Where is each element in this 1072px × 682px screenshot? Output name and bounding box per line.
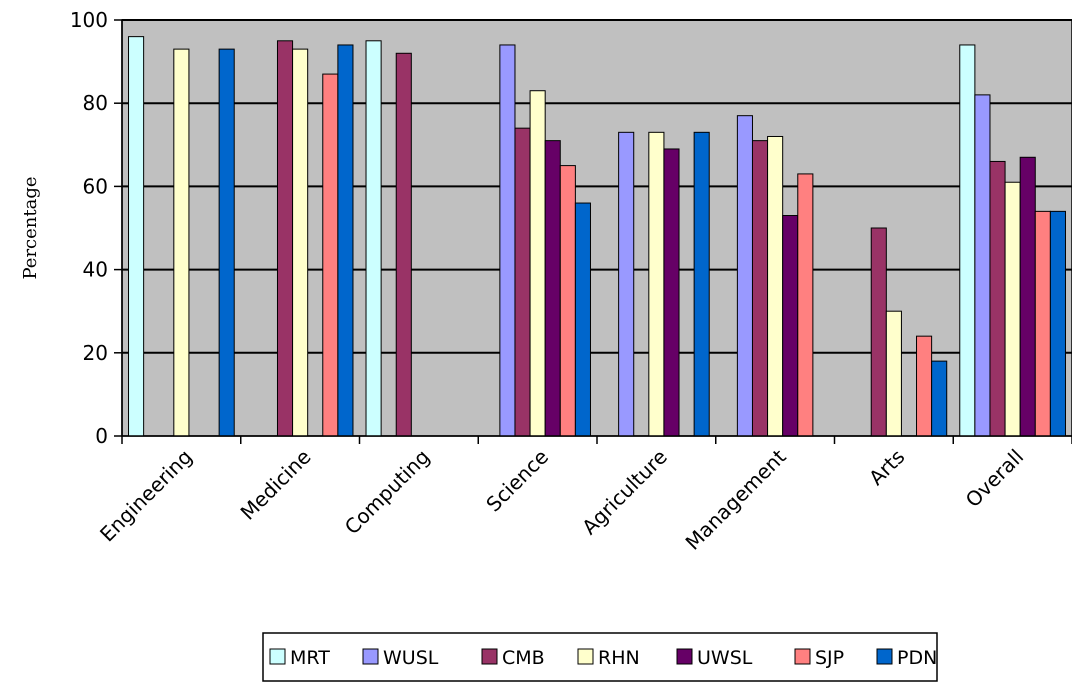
- bar-pdn-agriculture: [693, 131, 710, 437]
- bar-pdn-science: [574, 202, 591, 437]
- bar-mrt-engineering: [128, 36, 145, 437]
- bar-cmb-medicine: [276, 40, 294, 437]
- bar-rhn-management: [767, 135, 784, 437]
- bar-pdn-medicine: [337, 44, 354, 437]
- x-category-label: Medicine: [236, 445, 316, 525]
- bar-sjp-medicine: [322, 73, 339, 437]
- y-tick-label: 80: [83, 91, 108, 115]
- bar-sjp-arts: [916, 335, 933, 437]
- legend-swatch-sjp: [794, 648, 811, 665]
- legend-label-pdn: PDN: [897, 647, 937, 669]
- legend-label-uwsl: UWSL: [697, 647, 753, 669]
- y-tick-label: 60: [83, 174, 108, 198]
- legend-label-mrt: MRT: [290, 647, 330, 669]
- legend-label-cmb: CMB: [502, 647, 545, 669]
- x-category-label: Agriculture: [577, 445, 672, 540]
- legend-label-wusl: WUSL: [383, 647, 439, 669]
- x-category-label: Computing: [340, 445, 435, 540]
- bar-pdn-arts: [931, 360, 948, 437]
- bar-rhn-engineering: [173, 48, 190, 437]
- legend-swatch-mrt: [269, 648, 286, 665]
- legend-label-rhn: RHN: [598, 647, 640, 669]
- x-category-labels: Engineering Medicine Computing Science Agric…: [95, 444, 1028, 554]
- bar-pdn-overall: [1049, 210, 1066, 437]
- bar-cmb-computing: [395, 52, 412, 437]
- bar-uwsl-science: [544, 140, 561, 437]
- legend: MRT WUSL CMB RHN UWSL SJP PDN: [262, 632, 938, 682]
- x-category-label: Overall: [961, 445, 1029, 513]
- bar-mrt-overall: [959, 44, 976, 437]
- bar-rhn-arts: [885, 310, 902, 437]
- legend-swatch-rhn: [577, 648, 594, 665]
- bar-rhn-agriculture: [648, 131, 665, 437]
- bar-cmb-science: [514, 127, 531, 437]
- y-tick-label: 100: [70, 8, 108, 32]
- bar-uwsl-agriculture: [663, 148, 680, 437]
- bar-rhn-medicine: [292, 48, 309, 437]
- y-tick-label: 20: [83, 341, 108, 365]
- bars-group: [128, 36, 1066, 437]
- bar-wusl-agriculture: [618, 131, 635, 437]
- bar-uwsl-management: [782, 215, 799, 437]
- bar-cmb-arts: [870, 227, 887, 437]
- bar-sjp-science: [559, 165, 576, 437]
- bar-rhn-science: [529, 90, 546, 437]
- bar-uwsl-overall: [1019, 156, 1036, 437]
- legend-label-sjp: SJP: [815, 647, 844, 669]
- axes: [114, 19, 1072, 444]
- bar-sjp-overall: [1034, 210, 1051, 437]
- bar-cmb-overall: [989, 160, 1006, 437]
- x-category-label: Arts: [864, 445, 909, 490]
- y-axis-label: Percentage: [20, 176, 41, 279]
- x-category-label: Engineering: [95, 445, 197, 547]
- legend-swatch-cmb: [481, 648, 498, 665]
- bar-pdn-engineering: [218, 48, 235, 437]
- legend-swatch-pdn: [876, 648, 893, 665]
- x-category-label: Science: [481, 445, 553, 517]
- legend-swatch-uwsl: [676, 648, 693, 665]
- bar-rhn-overall: [1004, 181, 1021, 437]
- legend-swatch-wusl: [362, 648, 379, 665]
- y-tick-label: 0: [95, 424, 108, 448]
- bar-sjp-management: [797, 173, 814, 437]
- y-tick-labels: 0 20 40 60 80 100: [70, 8, 108, 448]
- y-tick-label: 40: [83, 258, 108, 282]
- bar-wusl-science: [499, 44, 516, 437]
- x-category-label: Management: [681, 444, 791, 554]
- bar-mrt-computing: [365, 40, 382, 437]
- bar-cmb-management: [751, 140, 769, 437]
- bar-wusl-overall: [974, 94, 991, 437]
- bar-wusl-management: [736, 115, 753, 437]
